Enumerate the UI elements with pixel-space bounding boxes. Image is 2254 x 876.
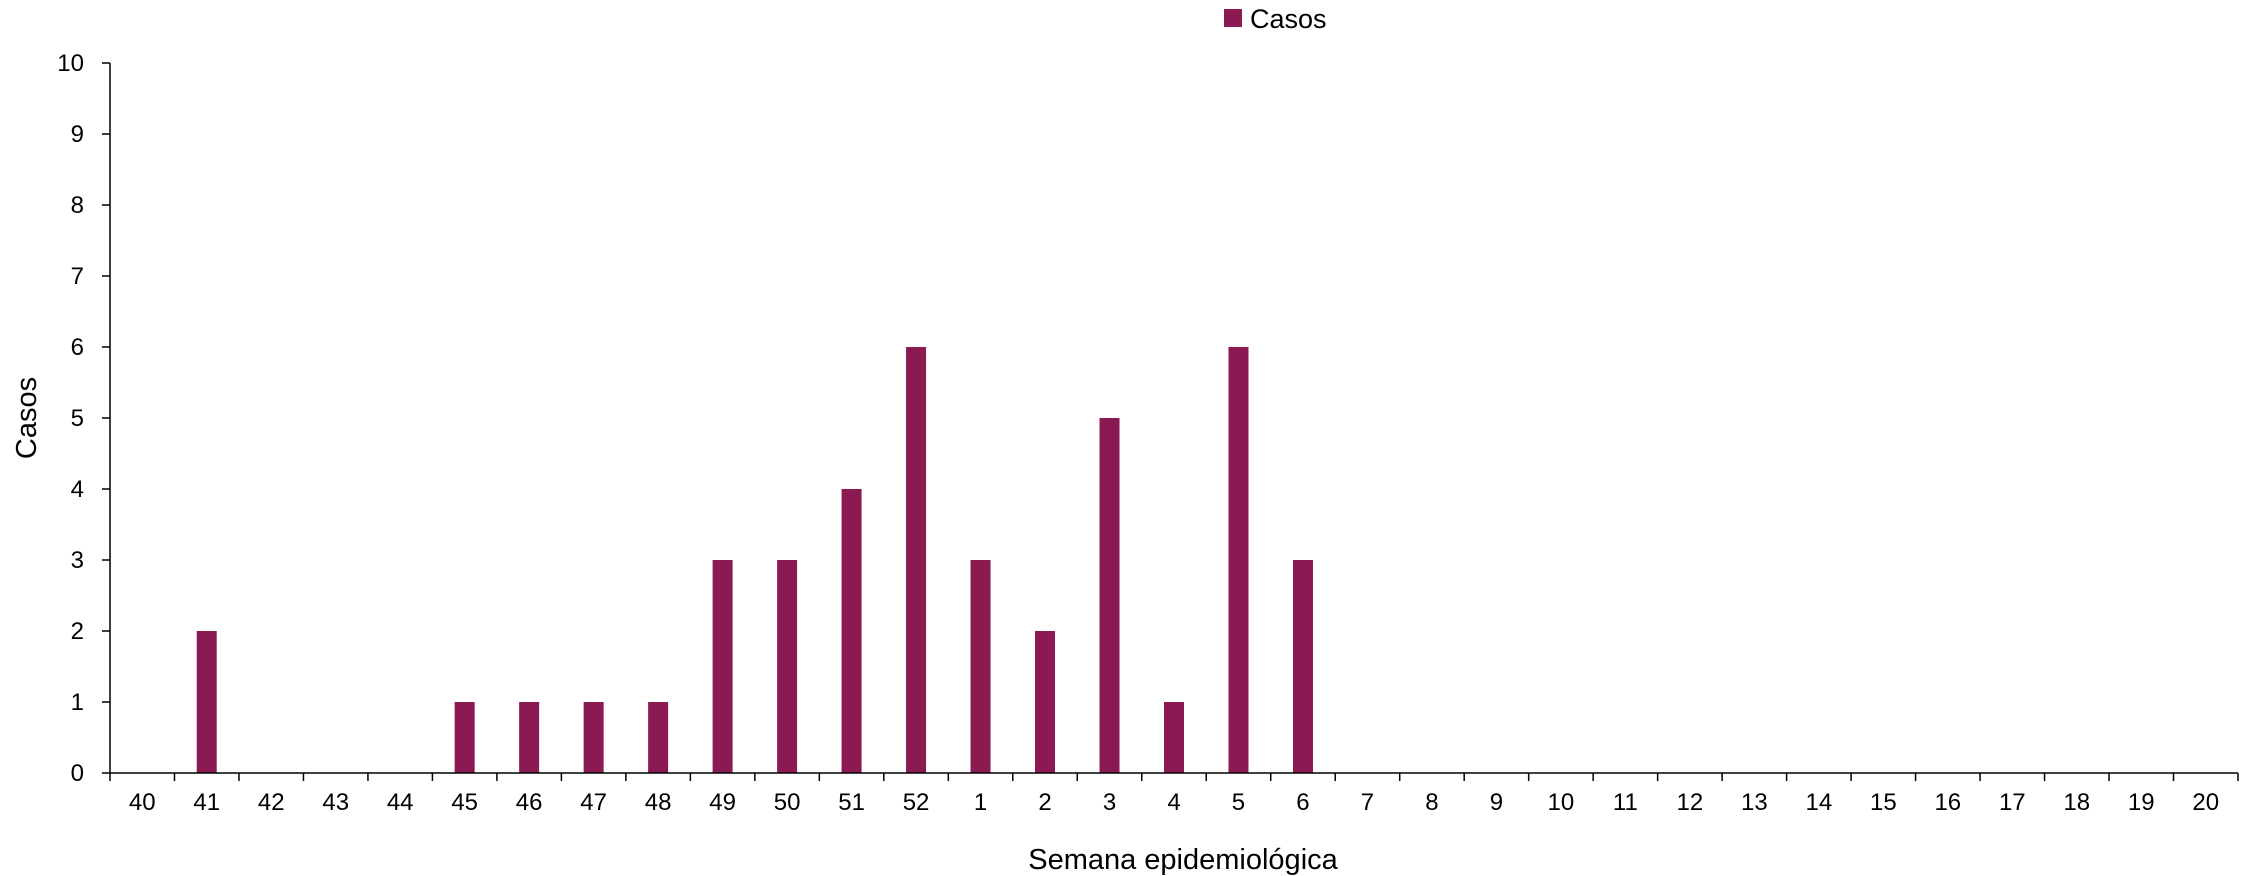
x-tick-label: 13: [1741, 789, 1768, 816]
y-tick-label: 0: [71, 760, 84, 787]
x-tick-label: 43: [322, 789, 349, 816]
x-tick-label: 19: [2128, 789, 2155, 816]
bar: [1228, 347, 1249, 773]
bar: [1035, 631, 1056, 773]
y-tick-label: 1: [71, 689, 84, 716]
legend-label: Casos: [1250, 4, 1327, 34]
x-tick-label: 52: [903, 789, 930, 816]
x-tick-label: 49: [709, 789, 736, 816]
y-tick-label: 3: [71, 547, 84, 574]
x-tick-label: 44: [387, 789, 414, 816]
x-tick-label: 9: [1490, 789, 1503, 816]
x-tick-label: 12: [1677, 789, 1704, 816]
bar: [648, 702, 669, 773]
y-tick-label: 9: [71, 121, 84, 148]
x-tick-label: 15: [1870, 789, 1897, 816]
x-tick-label: 1: [974, 789, 987, 816]
bar: [970, 560, 991, 773]
x-tick-label: 8: [1425, 789, 1438, 816]
x-tick-label: 45: [451, 789, 478, 816]
bar: [454, 702, 475, 773]
x-tick-label: 3: [1103, 789, 1116, 816]
x-tick-label: 4: [1167, 789, 1180, 816]
bar: [1164, 702, 1184, 773]
y-tick-label: 2: [71, 618, 84, 645]
x-tick-label: 16: [1934, 789, 1961, 816]
bar: [583, 702, 604, 773]
x-tick-label: 2: [1038, 789, 1051, 816]
y-tick-label: 10: [57, 50, 84, 77]
x-tick-label: 7: [1361, 789, 1374, 816]
x-tick-label: 47: [580, 789, 607, 816]
x-tick-label: 50: [774, 789, 801, 816]
x-axis-ticks: 40 41 42 43 44 45 46 47 48 49 50 51 52 1 2 3 4 5 6 7 8 9 10 11 1…: [109, 773, 2239, 816]
x-axis-title: Semana epidemiológica: [1028, 844, 1338, 876]
x-tick-label: 10: [1548, 789, 1575, 816]
x-tick-label: 41: [193, 789, 220, 816]
x-tick-label: 18: [2063, 789, 2090, 816]
bar: [906, 347, 927, 773]
x-tick-label: 51: [838, 789, 865, 816]
y-tick-label: 8: [71, 192, 84, 219]
legend: Casos: [1224, 4, 1327, 34]
bar: [841, 489, 862, 773]
x-tick-label: 17: [1999, 789, 2026, 816]
y-axis-ticks: 0 1 2 3 4 5 6 7 8 9 10: [57, 50, 110, 787]
bar: [712, 560, 733, 773]
legend-swatch: [1224, 9, 1242, 27]
y-tick-label: 5: [71, 405, 84, 432]
bar: [777, 560, 798, 773]
x-tick-label: 46: [516, 789, 543, 816]
y-tick-label: 6: [71, 334, 84, 361]
x-tick-label: 14: [1805, 789, 1832, 816]
x-tick-label: 5: [1232, 789, 1245, 816]
x-tick-label: 6: [1296, 789, 1309, 816]
bar: [196, 631, 217, 773]
bar: [1099, 418, 1120, 773]
bar: [1292, 560, 1313, 773]
x-tick-label: 20: [2192, 789, 2219, 816]
x-tick-label: 42: [258, 789, 285, 816]
bars: [196, 347, 1313, 773]
y-axis-title: Casos: [11, 377, 43, 459]
y-tick-label: 4: [71, 476, 84, 503]
bar: [519, 702, 540, 773]
x-tick-label: 40: [129, 789, 156, 816]
x-tick-label: 48: [645, 789, 672, 816]
x-tick-label: 11: [1613, 789, 1638, 816]
y-tick-label: 7: [71, 263, 84, 290]
